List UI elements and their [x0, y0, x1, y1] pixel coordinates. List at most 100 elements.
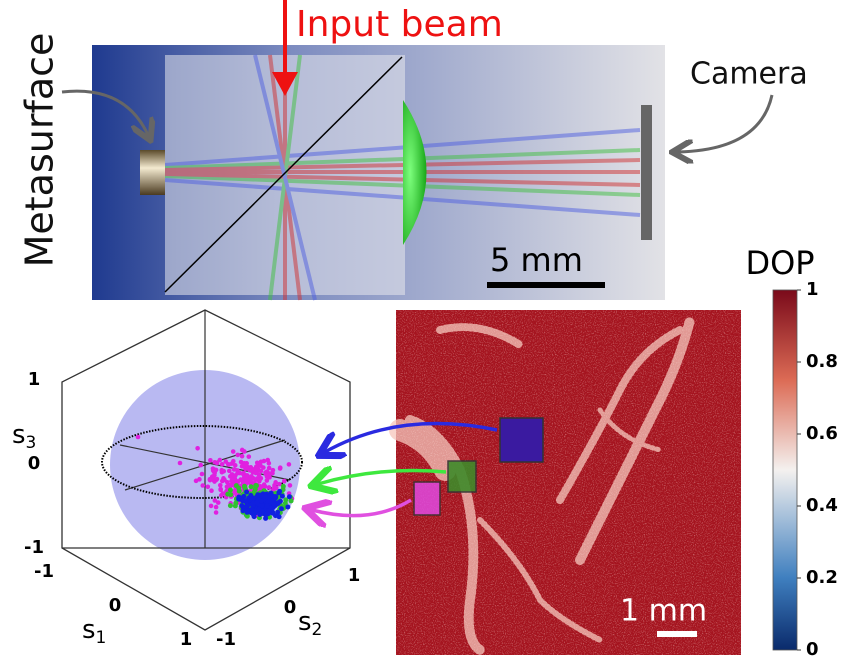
- scatter-point: [264, 503, 270, 509]
- scatter-point: [263, 470, 268, 475]
- stokes-sphere: s3 s1 s2 -101-101 -101: [12, 309, 361, 650]
- s2-base: s: [298, 607, 312, 637]
- map-scale-bar: [657, 631, 697, 637]
- colorbar: DOP 0 0.2 0.4 0.6 0.8 1: [745, 244, 837, 660]
- s1-base: s: [82, 615, 96, 645]
- input-label: Input beam: [296, 4, 503, 45]
- s2-sub: 2: [312, 620, 323, 640]
- axis-tick-label: -1: [34, 561, 54, 582]
- scatter-point: [177, 460, 183, 466]
- dop-map: 1 mm: [312, 310, 741, 655]
- scatter-point: [213, 510, 219, 515]
- scatter-point: [241, 493, 247, 499]
- colorbar-tick-label: 1: [806, 279, 819, 300]
- scatter-point: [212, 479, 217, 484]
- scatter-point: [233, 483, 239, 489]
- scatter-point: [261, 465, 266, 470]
- scatter-point: [282, 500, 288, 506]
- scatter-point: [270, 470, 275, 476]
- scatter-point: [198, 462, 204, 468]
- scatter-point: [245, 476, 251, 481]
- metasurface-pointer: [61, 89, 148, 135]
- axis-tick-label: 0: [284, 597, 297, 618]
- axis-tick-label: 0: [28, 453, 41, 474]
- colorbar-tick-label: 0.2: [806, 567, 838, 588]
- scatter-point: [263, 515, 269, 521]
- scatter-point: [254, 494, 260, 500]
- metasurface: [140, 150, 165, 195]
- input-arrowhead: [272, 72, 298, 96]
- scatter-point: [233, 478, 239, 484]
- scatter-point: [219, 461, 225, 467]
- axis-tick-label: -1: [24, 537, 44, 558]
- scatter-point: [244, 480, 250, 485]
- scatter-point: [215, 500, 221, 505]
- scatter-point: [276, 490, 282, 496]
- scatter-point: [239, 453, 245, 459]
- scatter-point: [254, 460, 260, 466]
- scatter-point: [267, 475, 272, 480]
- scatter-point: [218, 487, 223, 493]
- scatter-point: [225, 491, 231, 497]
- scatter-point: [281, 478, 287, 484]
- scatter-point: [286, 494, 292, 500]
- scatter-point: [207, 477, 213, 483]
- scatter-point: [209, 488, 214, 494]
- scatter-point: [223, 459, 229, 464]
- map-scale-label: 1 mm: [620, 594, 707, 629]
- scatter-point: [264, 478, 270, 483]
- scatter-point: [248, 480, 253, 485]
- scatter-point: [250, 500, 256, 506]
- scatter-point: [212, 472, 217, 478]
- scatter-point: [238, 459, 244, 465]
- arrow-magenta: [312, 500, 412, 516]
- scatter-point: [272, 482, 277, 488]
- metasurface-label: Metasurface: [18, 33, 62, 268]
- scatter-point: [239, 447, 245, 453]
- scatter-point: [248, 484, 254, 490]
- scatter-point: [212, 498, 218, 503]
- scatter-point: [249, 507, 255, 513]
- axis-tick-label: 1: [348, 565, 361, 586]
- scatter-point: [279, 493, 285, 499]
- scatter-point: [259, 503, 265, 509]
- scatter-point: [197, 477, 202, 482]
- camera-label: Camera: [690, 57, 808, 92]
- s3-label: s3: [12, 420, 36, 454]
- scatter-point: [278, 506, 284, 512]
- scatter-point: [208, 457, 213, 463]
- scatter-point: [256, 506, 262, 512]
- scatter-point: [231, 467, 237, 472]
- scatter-point: [217, 457, 223, 463]
- colorbar-tick-label: 0: [806, 639, 819, 660]
- scatter-point: [253, 464, 259, 470]
- scatter-point: [262, 493, 268, 499]
- scatter-point: [275, 509, 281, 515]
- scatter-point: [244, 489, 250, 495]
- lens: [403, 100, 427, 245]
- roi-blue: [499, 417, 544, 463]
- scatter-point: [241, 470, 246, 476]
- scatter-point: [241, 463, 247, 469]
- scatter-point: [232, 503, 238, 509]
- scatter-point: [280, 483, 286, 489]
- scatter-point: [208, 503, 214, 509]
- scatter-point: [244, 503, 250, 509]
- scatter-point: [252, 486, 258, 492]
- scatter-point: [243, 498, 249, 504]
- scatter-point: [258, 492, 264, 498]
- equator: [101, 425, 303, 499]
- scatter-point: [263, 512, 269, 518]
- scatter-point: [205, 484, 211, 490]
- scatter-point: [270, 493, 276, 499]
- scatter-point: [288, 498, 294, 504]
- scatter-point: [244, 508, 250, 514]
- scatter-point: [213, 504, 219, 510]
- scatter-point: [269, 499, 275, 505]
- scatter-point: [242, 483, 248, 489]
- s2-label: s2: [298, 607, 322, 641]
- s3-base: s: [12, 420, 26, 450]
- arrow-green: [318, 471, 447, 485]
